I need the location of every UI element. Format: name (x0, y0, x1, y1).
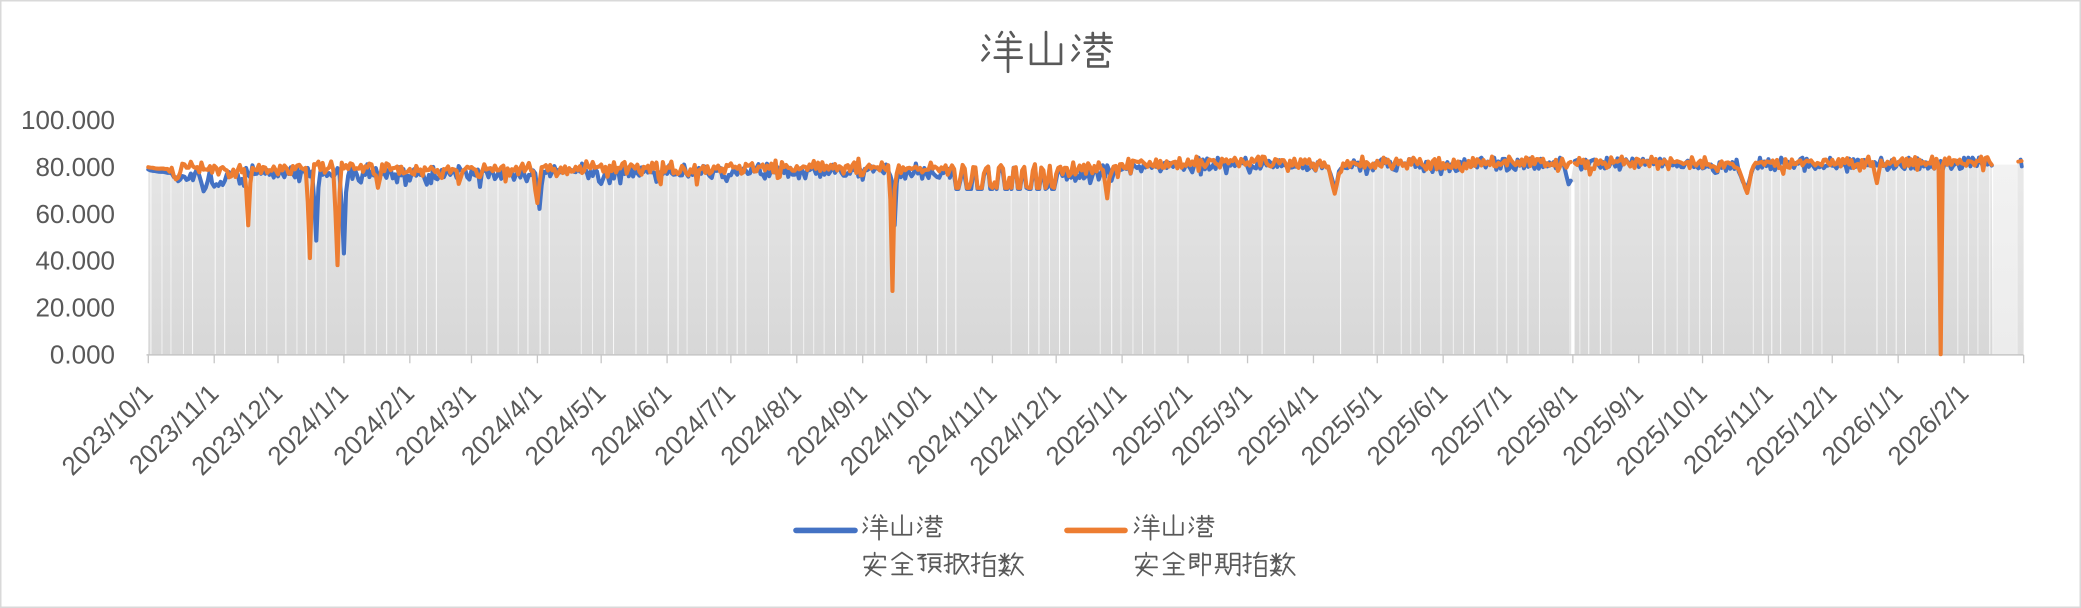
svg-text:20.000: 20.000 (35, 293, 115, 323)
svg-text:0.000: 0.000 (50, 339, 115, 369)
svg-text:100.000: 100.000 (21, 105, 115, 135)
svg-text:40.000: 40.000 (35, 246, 115, 276)
svg-text:60.000: 60.000 (35, 199, 115, 229)
svg-text:80.000: 80.000 (35, 152, 115, 182)
